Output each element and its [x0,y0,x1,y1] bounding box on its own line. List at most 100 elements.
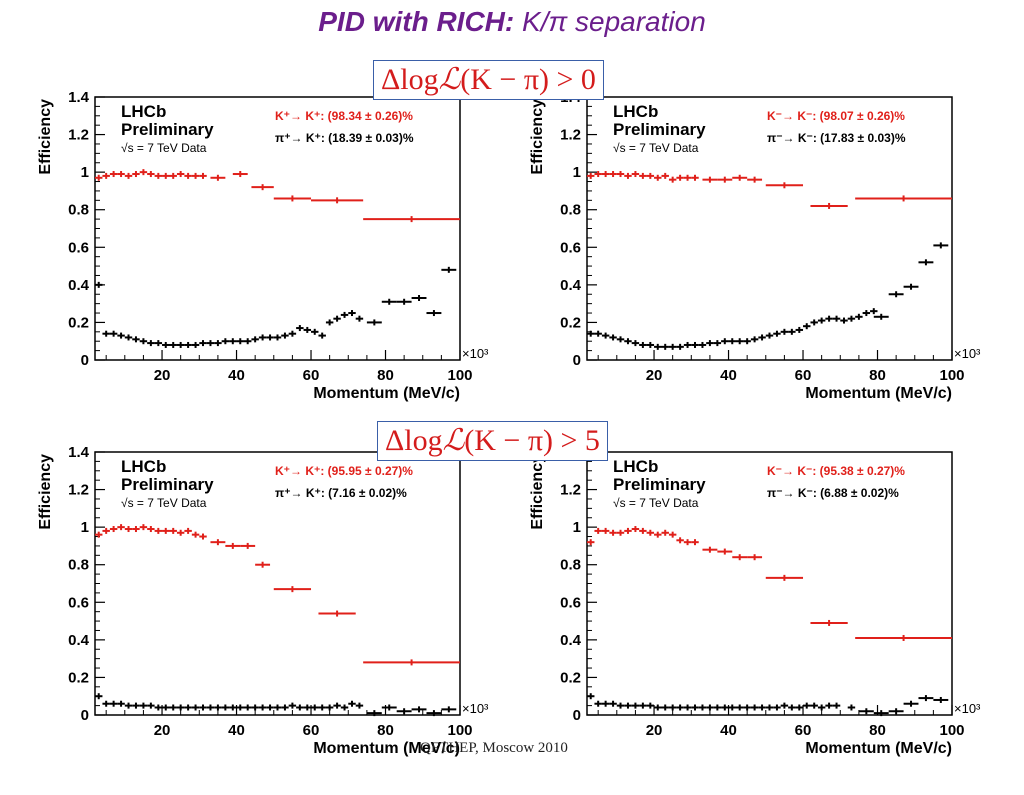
data-point [210,174,226,181]
y-tick-label: 0.2 [68,669,89,686]
data-point [631,340,640,347]
data-point [721,338,729,345]
data-point [587,330,595,337]
y-tick-label: 1.2 [68,127,89,144]
data-point [363,216,460,223]
data-point [191,172,200,179]
data-point [646,702,655,709]
data-point [706,704,714,711]
series-1 [95,266,457,348]
data-point [251,184,274,191]
data-point [251,704,259,711]
y-tick-label: 0 [81,352,89,369]
energy-label: √s = 7 TeV Data [121,141,207,155]
data-point [318,332,326,339]
data-point [683,174,692,181]
data-point [646,529,655,536]
series-0 [95,524,460,666]
data-point [206,704,215,711]
data-point [765,704,774,711]
legend-entry: K⁻→ K⁻: (95.38 ± 0.27)% [767,464,905,478]
y-tick-label: 0.2 [560,669,581,686]
data-point [288,702,297,709]
data-point [601,700,610,707]
data-point [747,176,763,183]
data-point [124,702,133,709]
data-point [654,531,662,538]
data-point [206,340,215,347]
y-tick-label: 0.2 [560,314,581,331]
data-point [426,710,442,717]
data-point [780,328,789,335]
data-point [109,526,118,533]
data-point [132,526,140,533]
y-tick-label: 1.4 [68,89,90,106]
data-point [735,338,744,345]
data-point [616,171,625,178]
experiment-label: LHCb [121,102,166,121]
x-tick-label: 80 [377,722,394,739]
data-point [601,527,610,534]
data-point [639,527,647,534]
data-point [303,326,312,333]
data-point [631,702,640,709]
experiment-label: LHCb [121,457,166,476]
data-point [348,700,356,707]
x-axis-label: Momentum (MeV/c) [805,385,952,402]
data-point [154,172,163,179]
data-point [609,334,617,341]
data-point [210,539,226,546]
y-tick-label: 0.4 [560,277,582,294]
data-point [95,174,103,181]
legend-entry: π⁻→ K⁻: (17.83 ± 0.03)% [767,131,906,145]
data-point [348,310,356,317]
data-point [225,542,241,549]
data-point [236,704,244,711]
data-point [624,702,632,709]
cut-label-top-cal: ℒ [438,63,461,96]
chart-panel-bottom-right: 00.20.40.60.811.21.420406080100Momentum … [522,440,992,795]
data-point [95,531,103,538]
data-point [654,174,662,181]
x-axis-label: Momentum (MeV/c) [313,740,460,757]
x-tick-label: 60 [303,722,320,739]
data-point [147,702,155,709]
data-point [232,171,248,178]
x-tick-label: 40 [228,367,245,384]
preliminary-label: Preliminary [613,475,706,494]
data-point [162,527,170,534]
x-multiplier-label: ×10³ [954,346,981,361]
x-tick-label: 80 [869,722,886,739]
data-point [176,704,185,711]
y-tick-label: 0.6 [68,594,89,611]
footer-text: QFTHEP, Moscow 2010 [420,740,568,756]
data-point [661,343,669,350]
y-tick-label: 0.2 [68,314,89,331]
data-point [870,308,878,315]
x-tick-label: 80 [377,367,394,384]
data-point [594,527,602,534]
data-point [162,704,170,711]
data-point [333,315,341,322]
data-point [773,330,781,337]
data-point [668,343,677,350]
x-tick-label: 100 [939,367,964,384]
data-point [184,704,192,711]
data-point [713,704,722,711]
slide-title: PID with RICH: K/π separation [0,6,1024,38]
data-point [199,704,207,711]
data-point [266,334,274,341]
data-point [717,548,733,555]
energy-label: √s = 7 TeV Data [613,496,699,510]
data-point [858,708,874,715]
data-point [117,700,125,707]
data-point [132,702,140,709]
data-point [788,328,796,335]
data-point [594,700,602,707]
series-0 [587,526,952,641]
data-point [609,529,617,536]
cut-label-bottom-suffix: (K − π) > 5 [464,424,600,457]
data-point [184,341,192,348]
data-point [668,704,677,711]
data-point [169,527,177,534]
